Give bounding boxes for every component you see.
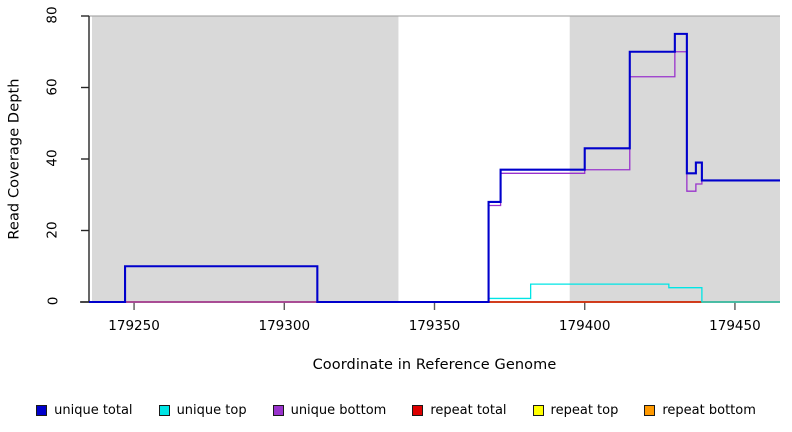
legend-entry-repeat-bottom[interactable]: repeat bottom (644, 404, 756, 417)
y-tick-label-1: 20 (36, 220, 70, 239)
legend-swatch-icon (272, 404, 284, 416)
y-tick-label-text: 0 (45, 296, 61, 306)
chart-legend: unique total unique top unique bottom repea… (0, 398, 792, 422)
legend-label: unique top (176, 402, 247, 418)
legend-label: unique bottom (290, 402, 387, 418)
legend-swatch-icon (412, 404, 424, 416)
y-tick-label-2: 40 (36, 149, 70, 167)
legend-entry-repeat-total[interactable]: repeat total (412, 404, 532, 417)
legend-entry-unique-total[interactable]: unique total (36, 404, 158, 417)
legend-label: unique total (54, 402, 133, 418)
legend-entry-repeat-top[interactable]: repeat top (532, 402, 645, 418)
legend-swatch-icon (532, 404, 544, 416)
y-tick-label-0: 0 (36, 293, 70, 309)
legend-swatch-icon (644, 404, 656, 416)
x-tick-label-1: 179300 (258, 318, 311, 334)
y-tick-label-3: 60 (36, 77, 70, 96)
x-tick-label-3: 179400 (558, 318, 611, 334)
legend-swatch-icon (158, 404, 170, 416)
series-unique-total (89, 32, 780, 304)
y-tick-label-text: 80 (45, 6, 61, 24)
y-tick-label-4: 80 (36, 6, 70, 24)
x-tick-label-0: 179250 (108, 318, 160, 334)
x-tick-label-4: 179450 (709, 318, 761, 334)
y-tick-label-text: 20 (45, 220, 61, 239)
x-axis-title: Coordinate in Reference Genome (312, 357, 557, 373)
legend-label: repeat total (430, 402, 507, 418)
legend-swatch-icon (36, 404, 48, 416)
y-tick-label-text: 40 (45, 149, 61, 167)
shaded-region-0 (92, 16, 399, 302)
legend-label: repeat top (550, 402, 619, 418)
legend-label: repeat bottom (662, 402, 756, 418)
legend-entry-unique-top[interactable]: unique top (158, 402, 273, 418)
x-tick-label-2: 179350 (408, 318, 461, 334)
legend-entry-unique-bottom[interactable]: unique bottom (272, 402, 413, 418)
y-tick-label-text: 60 (45, 77, 61, 96)
